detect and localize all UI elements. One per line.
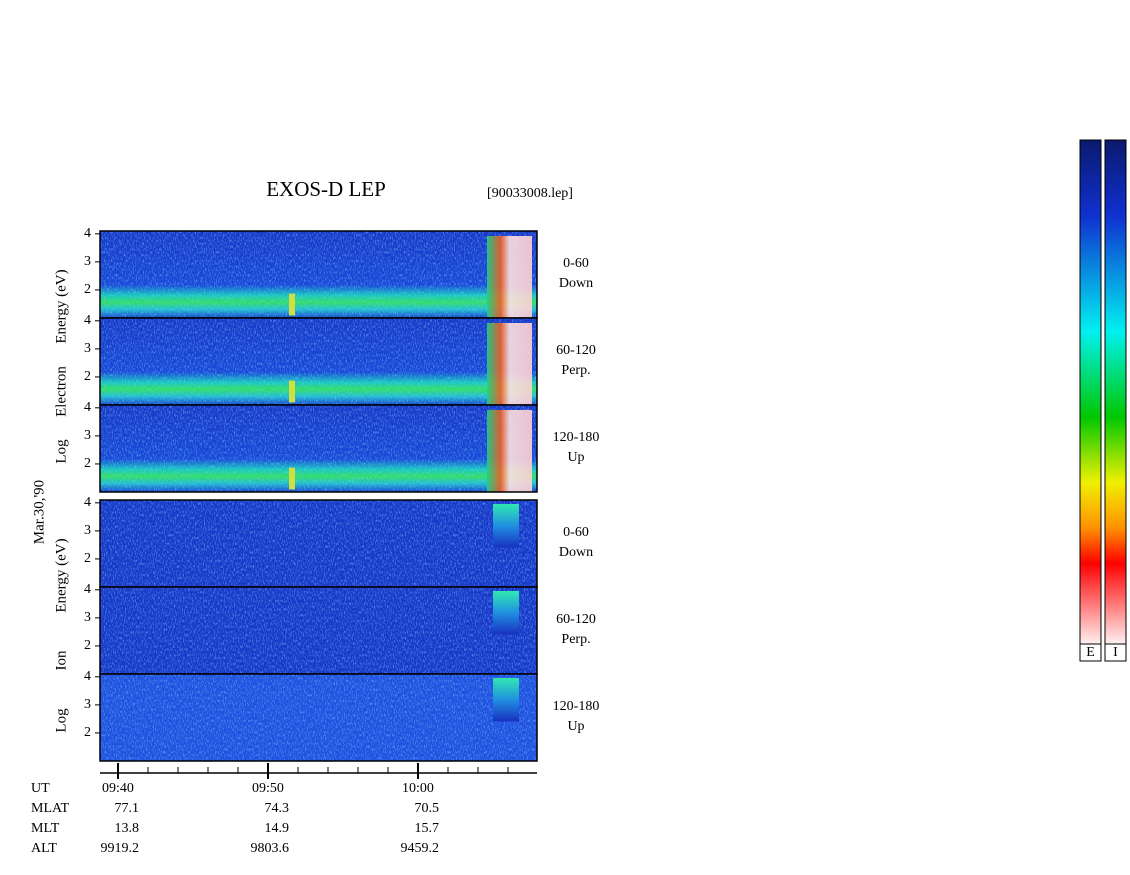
panel-frame — [99, 673, 538, 762]
spectrogram-noise — [100, 318, 537, 405]
y-tick-label: 4 — [84, 495, 91, 510]
x-tick-label: 09:50 — [252, 781, 284, 796]
spectrogram-noise — [100, 405, 537, 492]
axis-label: Log — [53, 708, 69, 733]
file-name: [90033008.lep] — [487, 186, 573, 201]
y-tick-label: 4 — [84, 226, 91, 241]
x-tick-label: 10:00 — [402, 781, 434, 796]
x-tick-label: 09:40 — [102, 781, 134, 796]
colorbar — [1104, 139, 1127, 645]
orbit-value: 74.3 — [265, 801, 290, 816]
orbit-row-name: MLAT — [31, 801, 70, 816]
angle-label: 120-180 — [553, 430, 600, 445]
y-tick-label: 2 — [84, 725, 91, 740]
spectrogram-burst — [487, 410, 532, 492]
orbit-row-name: UT — [31, 781, 50, 796]
y-tick-label: 4 — [84, 669, 91, 684]
y-tick-label: 2 — [84, 369, 91, 384]
orbit-value: 77.1 — [115, 801, 140, 816]
direction-label: Up — [567, 719, 584, 734]
y-tick-label: 3 — [84, 341, 91, 356]
y-tick-label: 4 — [84, 313, 91, 328]
spectrogram-spike — [289, 293, 295, 316]
orbit-value: 9919.2 — [101, 841, 140, 856]
colorbar-label-box — [1104, 643, 1127, 662]
y-tick-label: 3 — [84, 523, 91, 538]
y-tick-label: 2 — [84, 638, 91, 653]
spectrogram-burst — [493, 504, 519, 548]
angle-label: 0-60 — [563, 525, 589, 540]
y-tick-label: 4 — [84, 400, 91, 415]
orbit-value: 15.7 — [415, 821, 440, 836]
axis-label: Log — [53, 439, 69, 464]
spectrogram-burst — [493, 678, 519, 722]
y-tick-label: 3 — [84, 254, 91, 269]
orbit-value: 70.5 — [415, 801, 440, 816]
spectrogram-burst — [487, 236, 532, 318]
direction-label: Down — [559, 545, 593, 560]
axis-label: Energy (eV) — [53, 269, 69, 343]
spectrogram-noise — [100, 674, 537, 761]
spectrogram-noise — [100, 231, 537, 318]
angle-label: 60-120 — [556, 612, 596, 627]
spectrogram-burst — [493, 591, 519, 635]
y-tick-label: 2 — [84, 282, 91, 297]
colorbar-label-box — [1079, 643, 1102, 662]
spectrogram-burst — [487, 323, 532, 405]
spectrogram-noise — [100, 500, 537, 587]
direction-label: Perp. — [561, 632, 590, 647]
axis-label: Energy (eV) — [53, 538, 69, 612]
orbit-value: 14.9 — [265, 821, 290, 836]
orbit-value: 13.8 — [115, 821, 140, 836]
y-tick-label: 3 — [84, 428, 91, 443]
colorbar-label: E — [1086, 645, 1095, 660]
spectrogram-noise — [100, 587, 537, 674]
colorbar — [1079, 139, 1102, 645]
y-tick-label: 2 — [84, 551, 91, 566]
orbit-row-name: MLT — [31, 821, 60, 836]
orbit-value: 9803.6 — [251, 841, 290, 856]
spectrogram-spike — [289, 380, 295, 403]
orbit-value: 9459.2 — [401, 841, 440, 856]
y-tick-label: 3 — [84, 610, 91, 625]
direction-label: Up — [567, 450, 584, 465]
direction-label: Down — [559, 276, 593, 291]
spectrogram-spike — [289, 467, 295, 490]
direction-label: Perp. — [561, 363, 590, 378]
y-tick-label: 4 — [84, 582, 91, 597]
angle-label: 120-180 — [553, 699, 600, 714]
angle-label: 0-60 — [563, 256, 589, 271]
axis-label: Electron — [53, 366, 69, 417]
axis-label: Ion — [53, 650, 69, 670]
colorbar-label: I — [1113, 645, 1118, 660]
orbit-row-name: ALT — [31, 841, 57, 856]
y-tick-label: 3 — [84, 697, 91, 712]
panel-frame — [99, 404, 538, 493]
date: Mar.30,'90 — [31, 480, 47, 544]
angle-label: 60-120 — [556, 343, 596, 358]
title: EXOS-D LEP — [266, 177, 386, 201]
y-tick-label: 2 — [84, 456, 91, 471]
